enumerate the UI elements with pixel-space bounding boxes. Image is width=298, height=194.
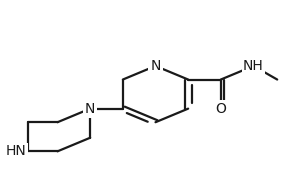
Text: HN: HN [6, 144, 26, 158]
Text: N: N [150, 59, 161, 73]
Text: O: O [215, 102, 226, 116]
Text: NH: NH [243, 59, 264, 73]
Text: N: N [85, 102, 95, 116]
